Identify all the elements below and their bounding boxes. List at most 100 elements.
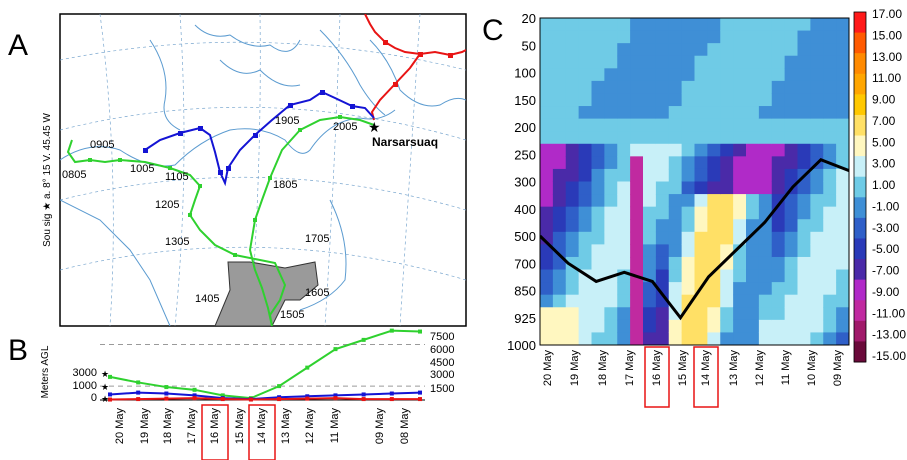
heatmap-cell [643, 118, 657, 132]
heatmap-cell [630, 231, 644, 245]
heatmap-cell [746, 269, 760, 283]
heatmap-cell [591, 93, 605, 107]
heatmap-cell [617, 143, 631, 157]
heatmap-cell [771, 30, 786, 44]
heatmap-cell [810, 319, 824, 333]
heatmap-cell [758, 256, 773, 271]
heatmap-cell [707, 282, 721, 296]
heatmap-cell [617, 294, 631, 308]
heatmap-cell [720, 55, 734, 69]
heatmap-cell [604, 55, 618, 69]
heatmap-cell [668, 206, 683, 220]
heatmap-cell [643, 319, 657, 333]
heatmap-cell [552, 219, 567, 233]
heatmap-cell [681, 282, 695, 296]
heatmap-cell [604, 206, 618, 220]
pressure-label: 150 [514, 93, 536, 108]
heatmap-cell [784, 106, 798, 120]
heatmap-cell [784, 231, 798, 245]
heatmap-cell [823, 93, 837, 107]
heatmap-cell [630, 194, 644, 208]
heatmap-cell [836, 106, 849, 120]
heatmap-cell [823, 30, 837, 44]
heatmap-cell [823, 143, 837, 157]
heatmap-cell [668, 18, 683, 32]
heatmap-cell [578, 294, 592, 308]
series-point [220, 393, 225, 398]
heatmap-cell [617, 194, 631, 208]
heatmap-cell [733, 269, 747, 283]
heatmap-cell [681, 156, 695, 170]
heatmap-cell [552, 30, 567, 44]
heatmap-cell [771, 256, 786, 271]
heatmap-cell [552, 106, 567, 120]
heatmap-cell [591, 106, 605, 120]
heatmap-cell [784, 307, 798, 321]
heatmap-cell [823, 256, 837, 271]
heatmap-cells [540, 18, 849, 345]
heatmap-cell [643, 231, 657, 245]
heatmap-cell [746, 194, 760, 208]
heatmap-cell [630, 319, 644, 333]
heatmap-cell [733, 294, 747, 308]
heatmap-cell [540, 93, 554, 107]
heatmap-cell [836, 231, 849, 245]
heatmap-cell [565, 156, 580, 170]
heatmap-cell [655, 143, 670, 157]
heatmap-cell [733, 181, 747, 195]
heatmap-cell [733, 93, 747, 107]
heatmap-cell [694, 307, 708, 321]
heatmap-cell [771, 143, 786, 157]
heatmap-cell [771, 307, 786, 321]
heatmap-cell [784, 30, 798, 44]
heatmap-cell [565, 194, 580, 208]
heatmap-cell [836, 307, 849, 321]
left-tick-star-icon: ★ [101, 394, 109, 404]
heatmap-cell [758, 143, 773, 157]
heatmap-cell [733, 282, 747, 296]
heatmap-cell [771, 18, 786, 32]
heatmap-cell [733, 168, 747, 182]
heatmap-cell [643, 219, 657, 233]
heatmap-cell [694, 156, 708, 170]
heatmap-cell [617, 244, 631, 258]
heatmap-cell [771, 156, 786, 170]
heatmap-cell [746, 332, 760, 345]
colorbar-label: 1.00 [872, 178, 896, 192]
heatmap-cell [552, 168, 567, 182]
heatmap-cell [758, 131, 773, 145]
heatmap-cell [681, 294, 695, 308]
heatmap-cell [540, 282, 554, 296]
heatmap-cell [810, 219, 824, 233]
heatmap-cell [565, 181, 580, 195]
heatmap-cell [733, 319, 747, 333]
heatmap-cell [668, 156, 683, 170]
heatmap-cell [578, 206, 592, 220]
left-tick-label: 1000 [73, 380, 97, 392]
series-point [108, 374, 112, 379]
heatmap-cell [746, 68, 760, 82]
heatmap-cell [784, 93, 798, 107]
heatmap-cell [604, 319, 618, 333]
colorbar-swatch [854, 238, 866, 260]
heatmap-cell [540, 168, 554, 182]
heatmap-cell [617, 131, 631, 145]
heatmap-cell [720, 18, 734, 32]
date-label: 16 May [209, 408, 221, 445]
heatmap-cell [591, 131, 605, 145]
heatmap-cell [810, 118, 824, 132]
date-label: 14 May [256, 408, 268, 445]
series-point [389, 391, 394, 396]
heatmap-cell [733, 244, 747, 258]
series-point [164, 391, 169, 396]
heatmap-cell [810, 43, 824, 57]
heatmap-cell [784, 43, 798, 57]
heatmap-cell [604, 43, 618, 57]
heatmap-cell [784, 143, 798, 157]
heatmap-cell [797, 43, 811, 57]
heatmap-cell [681, 168, 695, 182]
heatmap-cell [617, 106, 631, 120]
heatmap-cell [643, 256, 657, 271]
highlight-box [644, 346, 670, 408]
heatmap-cell [797, 68, 811, 82]
